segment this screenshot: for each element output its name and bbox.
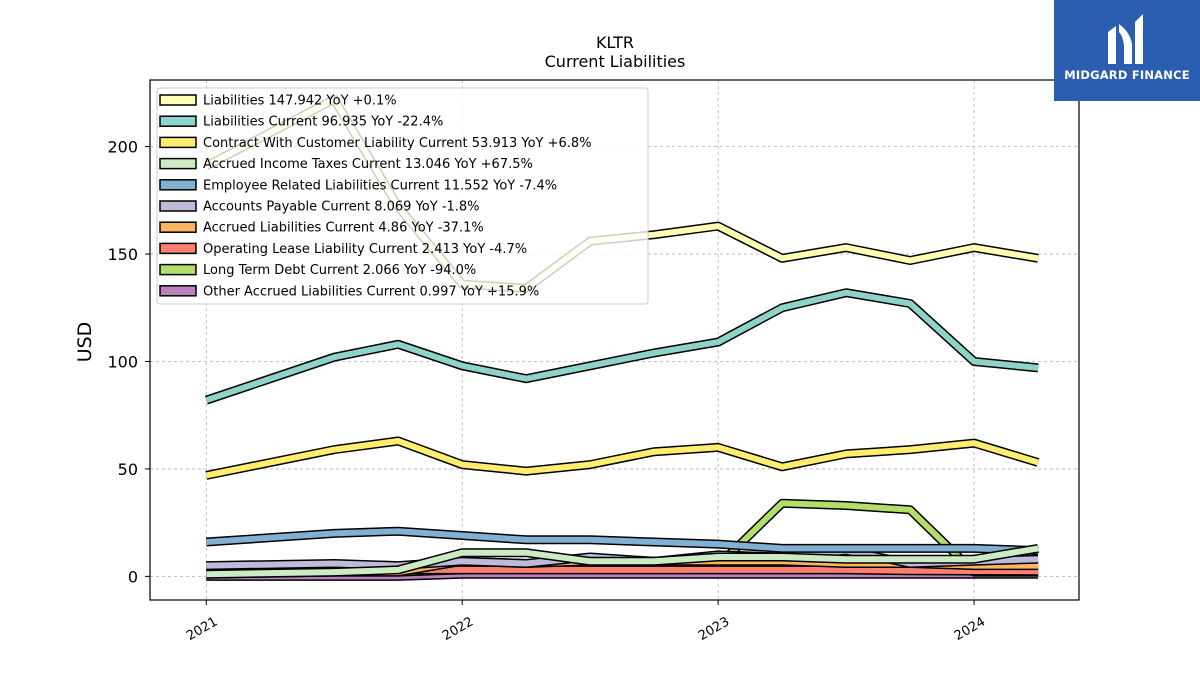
y-axis-label: USD [74, 322, 96, 363]
brand-name: MIDGARD FINANCE [1064, 68, 1190, 82]
y-axis: 0 50 100 150 200 [107, 138, 150, 586]
series-layer [204, 94, 1040, 581]
x-tick-label: 2024 [952, 614, 988, 644]
legend: Liabilities 147.942 YoY +0.1% Liabilities… [156, 87, 649, 305]
legend-swatch [159, 285, 197, 297]
legend-swatch [159, 94, 197, 106]
legend-entry: Long Term Debt Current 2.066 YoY -94.0% [203, 263, 476, 278]
legend-swatch [159, 263, 197, 276]
legend-swatch [159, 179, 197, 191]
plot-frame [149, 79, 1080, 601]
series-line [206, 528, 1039, 554]
legend-swatch [159, 115, 197, 127]
legend-swatch [159, 242, 197, 255]
legend-swatch [159, 200, 197, 212]
brand-mark-icon [1108, 14, 1143, 64]
x-tick-label: 2023 [696, 614, 732, 644]
x-axis: 2021 2022 2023 2024 [184, 600, 988, 644]
chart-title: KLTR [596, 33, 634, 52]
y-tick-label: 100 [107, 352, 138, 371]
legend-swatch [159, 221, 197, 233]
series-line [206, 545, 1039, 578]
legend-entry: Accrued Income Taxes Current 13.046 YoY … [203, 157, 533, 172]
legend-swatch [159, 136, 197, 149]
chart-subtitle: Current Liabilities [545, 52, 686, 71]
legend-swatch [159, 157, 197, 170]
brand-logo: MIDGARD FINANCE [1054, 0, 1200, 101]
legend-entry: Operating Lease Liability Current 2.413 … [203, 242, 527, 257]
legend-entry: Liabilities Current 96.935 YoY -22.4% [203, 115, 443, 130]
y-tick-label: 50 [118, 460, 138, 479]
legend-entry: Accounts Payable Current 8.069 YoY -1.8% [203, 200, 480, 215]
y-tick-label: 150 [107, 245, 138, 264]
legend-box [156, 87, 649, 305]
series-line [205, 438, 1039, 479]
legend-entry: Contract With Customer Liability Current… [203, 136, 592, 151]
x-tick-label: 2022 [440, 614, 476, 644]
legend-entry: Other Accrued Liabilities Current 0.997 … [203, 284, 539, 299]
legend-entry: Liabilities 147.942 YoY +0.1% [203, 94, 397, 109]
series-line [205, 289, 1039, 404]
legend-entry: Employee Related Liabilities Current 11.… [203, 178, 557, 193]
y-tick-label: 200 [107, 138, 138, 157]
x-tick-label: 2021 [184, 614, 220, 644]
y-tick-label: 0 [128, 567, 138, 586]
legend-entry: Accrued Liabilities Current 4.86 YoY -37… [203, 221, 484, 236]
